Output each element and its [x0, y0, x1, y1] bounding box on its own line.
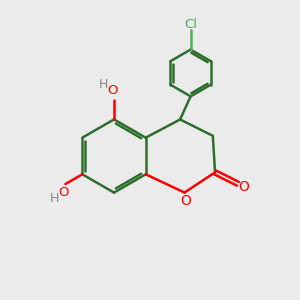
Text: H: H [99, 79, 108, 92]
Text: O: O [238, 180, 249, 194]
Text: O: O [181, 194, 191, 208]
Text: O: O [107, 85, 118, 98]
Text: Cl: Cl [184, 18, 197, 31]
Text: O: O [59, 185, 69, 199]
Text: H: H [50, 193, 60, 206]
